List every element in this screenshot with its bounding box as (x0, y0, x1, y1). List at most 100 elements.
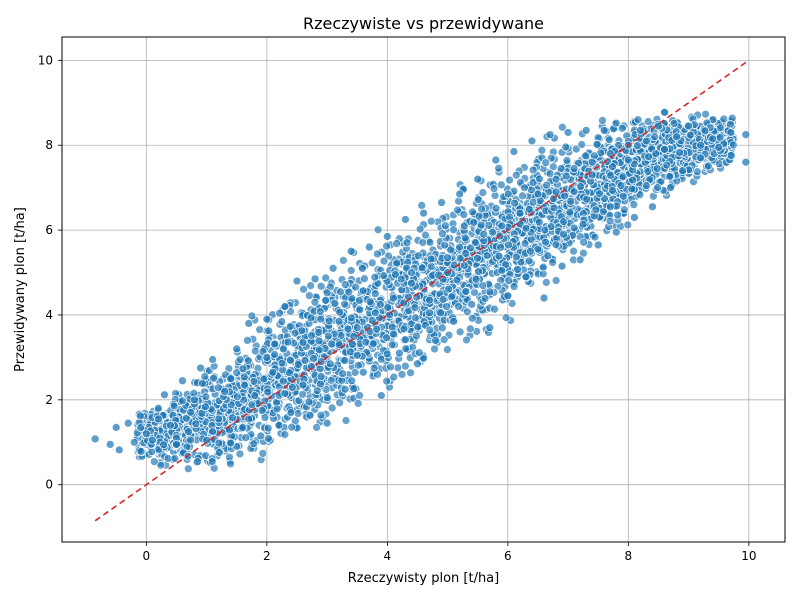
scatter-point (441, 221, 450, 230)
scatter-point (288, 383, 297, 392)
scatter-point (590, 232, 600, 242)
scatter-point (321, 273, 331, 283)
scatter-point (417, 201, 427, 210)
scatter-point (136, 447, 146, 456)
scatter-point (636, 126, 645, 135)
scatter-point (309, 354, 318, 363)
scatter-point (741, 157, 751, 167)
scatter-point (700, 126, 710, 136)
reference-line-layer (94, 59, 750, 522)
scatter-point (477, 204, 486, 214)
scatter-point (413, 359, 422, 369)
scatter-point (178, 396, 187, 406)
scatter-point (154, 414, 163, 424)
y-tick-label: 4 (45, 308, 53, 322)
scatter-point (392, 258, 402, 268)
scatter-point (286, 408, 296, 417)
scatter-point (293, 409, 303, 418)
scatter-point (545, 130, 555, 139)
scatter-point (418, 238, 428, 247)
x-tick-label: 6 (504, 549, 512, 563)
scatter-point (643, 167, 653, 176)
scatter-point (207, 457, 217, 466)
scatter-point (515, 208, 525, 218)
scatter-point (226, 459, 235, 469)
scatter-point (577, 140, 587, 149)
x-tick-label: 8 (625, 549, 633, 563)
scatter-point (123, 418, 133, 428)
scatter-point (391, 270, 400, 279)
scatter-point (527, 136, 537, 146)
scatter-point (497, 266, 507, 275)
scatter-point (425, 295, 434, 305)
scatter-point (335, 398, 345, 408)
scatter-point (485, 323, 495, 333)
scatter-point (685, 130, 695, 140)
scatter-point (186, 407, 195, 417)
scatter-point (294, 360, 303, 369)
y-tick-label: 2 (45, 393, 53, 407)
scatter-point (559, 229, 568, 239)
scatter-point (310, 274, 320, 284)
scatter-point (426, 262, 436, 271)
scatter-point (259, 374, 269, 384)
scatter-point (436, 308, 446, 318)
scatter-point (334, 316, 344, 326)
scatter-point (401, 335, 410, 345)
scatter-point (312, 423, 321, 432)
scatter-point (249, 439, 259, 449)
scatter-point (549, 203, 559, 213)
scatter-point (541, 158, 551, 168)
scatter-point (533, 189, 543, 199)
scatter-point (287, 422, 297, 432)
scatter-point (232, 344, 242, 354)
scatter-point (201, 392, 211, 402)
scatter-point (526, 246, 535, 256)
scatter-point (340, 299, 349, 309)
scatter-point (660, 145, 669, 154)
scatter-point (535, 174, 544, 184)
scatter-point (473, 174, 483, 184)
scatter-point (566, 196, 576, 206)
scatter-point (565, 207, 575, 217)
scatter-point (114, 445, 124, 455)
scatter-point (447, 292, 457, 302)
scatter-point (240, 381, 250, 390)
scatter-point (316, 372, 326, 381)
scatter-point (343, 324, 353, 334)
scatter-point (354, 360, 363, 370)
scatter-point (201, 402, 210, 412)
scatter-point (232, 368, 242, 377)
scatter-point (414, 348, 424, 357)
scatter-point (283, 337, 293, 347)
scatter-point (651, 149, 661, 159)
scatter-point (193, 457, 202, 467)
scatter-point (605, 216, 615, 226)
scatter-point (509, 147, 519, 156)
scatter-point (478, 281, 488, 290)
scatter-point (593, 240, 603, 250)
scatter-point (459, 221, 469, 231)
scatter-point (660, 107, 669, 117)
scatter-point (629, 159, 639, 169)
scatter-point (290, 328, 300, 338)
x-axis-label: Rzeczywisty plon [t/ha] (348, 571, 499, 586)
scatter-point (346, 266, 356, 275)
scatter-point (494, 163, 503, 173)
scatter-point (226, 438, 236, 448)
scatter-point (360, 274, 369, 284)
scatter-point (455, 327, 465, 337)
scatter-point (669, 119, 679, 128)
scatter-point (437, 198, 446, 207)
scatter-point (575, 255, 585, 265)
scatter-point (537, 145, 547, 155)
scatter-point (235, 449, 245, 459)
scatter-point (379, 271, 389, 280)
scatter-point (653, 183, 662, 192)
scatter-point (268, 367, 278, 377)
scatter-point (382, 333, 391, 343)
x-tick-label: 0 (143, 549, 151, 563)
scatter-point (438, 229, 447, 239)
scatter-point (595, 189, 604, 199)
scatter-point (442, 302, 452, 311)
